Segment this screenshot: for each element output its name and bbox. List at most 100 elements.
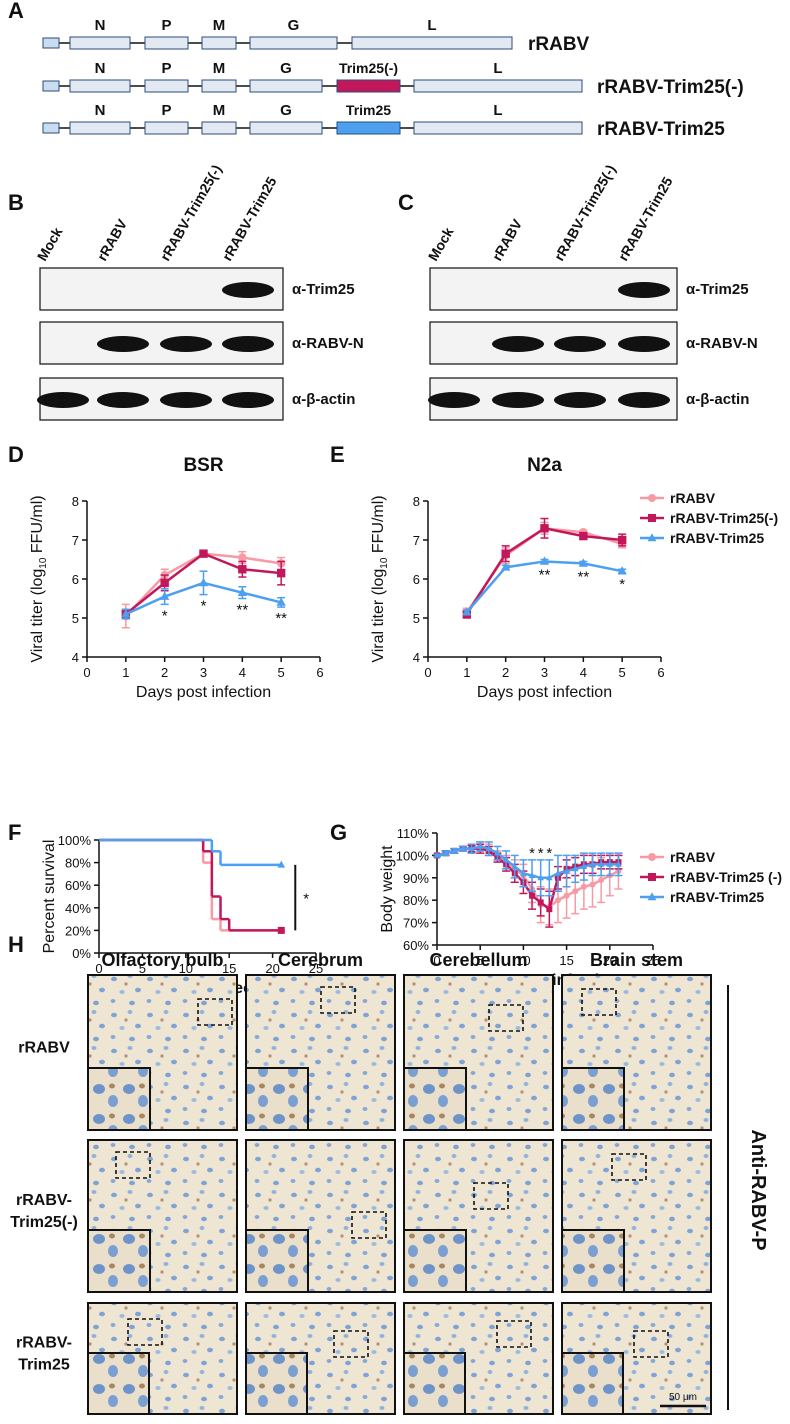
data-point xyxy=(502,856,510,863)
x-axis-label: Days post infection xyxy=(136,684,271,701)
y-tick-label: 7 xyxy=(72,533,79,548)
y-tick-label: 80% xyxy=(403,893,429,908)
data-point xyxy=(160,578,169,588)
y-tick-label: 7 xyxy=(413,533,420,548)
panel-label: C xyxy=(398,190,414,215)
y-tick-label: 8 xyxy=(72,494,79,509)
inset-image xyxy=(87,1352,150,1415)
column-header: Cerebrum xyxy=(278,950,363,970)
row-label: Trim25 xyxy=(18,1357,70,1374)
row-label: rRABV- xyxy=(16,1335,72,1352)
significance-mark: ** xyxy=(577,568,589,585)
antibody-label: α-β-actin xyxy=(292,391,355,408)
gene-box xyxy=(249,36,338,50)
band xyxy=(428,392,480,408)
significance-mark: ** xyxy=(236,602,248,619)
data-point xyxy=(589,860,596,867)
x-tick-label: 6 xyxy=(316,665,323,680)
zoom-region xyxy=(496,1320,532,1348)
significance-mark: * xyxy=(538,845,544,862)
chart-title: N2a xyxy=(527,455,562,476)
x-tick-label: 25 xyxy=(646,953,660,968)
gene-label: N xyxy=(95,102,106,119)
data-point xyxy=(563,867,570,874)
legend-marker xyxy=(647,892,657,901)
data-point xyxy=(589,881,596,888)
row-label: rRABV- xyxy=(16,1192,72,1209)
row-label: Trim25(-) xyxy=(10,1214,78,1231)
y-axis-label-part: Viral titer (log xyxy=(29,569,46,663)
data-point xyxy=(238,565,247,574)
x-tick-label: 0 xyxy=(95,961,102,976)
gene-box xyxy=(201,79,237,93)
data-point xyxy=(528,871,536,878)
data-point xyxy=(238,553,247,562)
data-point xyxy=(598,877,605,884)
data-point xyxy=(580,863,588,869)
zoom-region xyxy=(633,1330,669,1358)
band xyxy=(37,392,89,408)
gene-label: M xyxy=(213,60,226,77)
data-point xyxy=(459,845,467,852)
x-tick-label: 0 xyxy=(424,665,431,680)
data-point xyxy=(617,535,627,545)
data-point xyxy=(121,609,131,618)
inset-image xyxy=(87,1229,151,1293)
column-header: Cerebellum xyxy=(429,950,527,970)
y-tick-label: 20% xyxy=(65,923,91,938)
legend-marker xyxy=(648,514,656,522)
x-tick-label: 4 xyxy=(239,665,246,680)
zoom-region xyxy=(473,1182,509,1210)
lane-label: rRABV xyxy=(489,216,526,264)
x-tick-label: 15 xyxy=(559,953,573,968)
y-axis-label-part: FFU/ml) xyxy=(370,495,387,557)
band xyxy=(222,282,274,298)
y-tick-label: 40% xyxy=(65,901,91,916)
y-tick-label: 100% xyxy=(396,848,430,863)
data-point xyxy=(615,860,622,867)
band xyxy=(97,336,149,352)
data-point xyxy=(580,883,587,890)
x-tick-label: 20 xyxy=(603,953,617,968)
gene-box xyxy=(249,121,323,135)
panel-label: H xyxy=(8,932,24,957)
inset-image xyxy=(403,1352,466,1415)
band xyxy=(618,392,670,408)
gene-box xyxy=(413,79,583,93)
series-line xyxy=(436,847,619,912)
leader xyxy=(42,37,60,49)
legend-label: rRABV-Trim25 xyxy=(670,530,764,546)
data-point xyxy=(572,888,579,895)
y-axis-label-part: 10 xyxy=(379,557,390,569)
zoom-region xyxy=(351,1211,387,1239)
zoom-region xyxy=(611,1153,647,1181)
data-point xyxy=(554,897,561,904)
lane-label: Mock xyxy=(34,224,66,263)
y-tick-label: 0% xyxy=(72,946,91,961)
data-point xyxy=(539,556,550,565)
gene-box xyxy=(249,79,323,93)
inset-image xyxy=(561,1352,624,1415)
leader xyxy=(42,122,60,134)
insert-gene xyxy=(336,79,401,93)
gene-box xyxy=(69,121,131,135)
x-tick-label: 25 xyxy=(309,961,323,976)
x-tick-label: 5 xyxy=(139,961,146,976)
data-point xyxy=(433,851,441,858)
data-point xyxy=(617,566,627,575)
x-tick-label: 5 xyxy=(619,665,626,680)
legend-marker xyxy=(648,873,656,881)
x-tick-label: 1 xyxy=(463,665,470,680)
inset-image xyxy=(245,1229,309,1293)
y-axis-label-part: 10 xyxy=(38,557,49,569)
panel-label: G xyxy=(330,820,347,845)
y-tick-label: 5 xyxy=(72,611,79,626)
y-tick-label: 4 xyxy=(413,650,420,665)
antibody-label: α-RABV-N xyxy=(292,335,364,352)
data-point xyxy=(237,587,247,597)
x-tick-label: 5 xyxy=(477,953,484,968)
zoom-region xyxy=(127,1318,163,1346)
gene-label: N xyxy=(95,17,106,34)
gene-label: L xyxy=(493,102,502,119)
gene-box xyxy=(413,121,583,135)
